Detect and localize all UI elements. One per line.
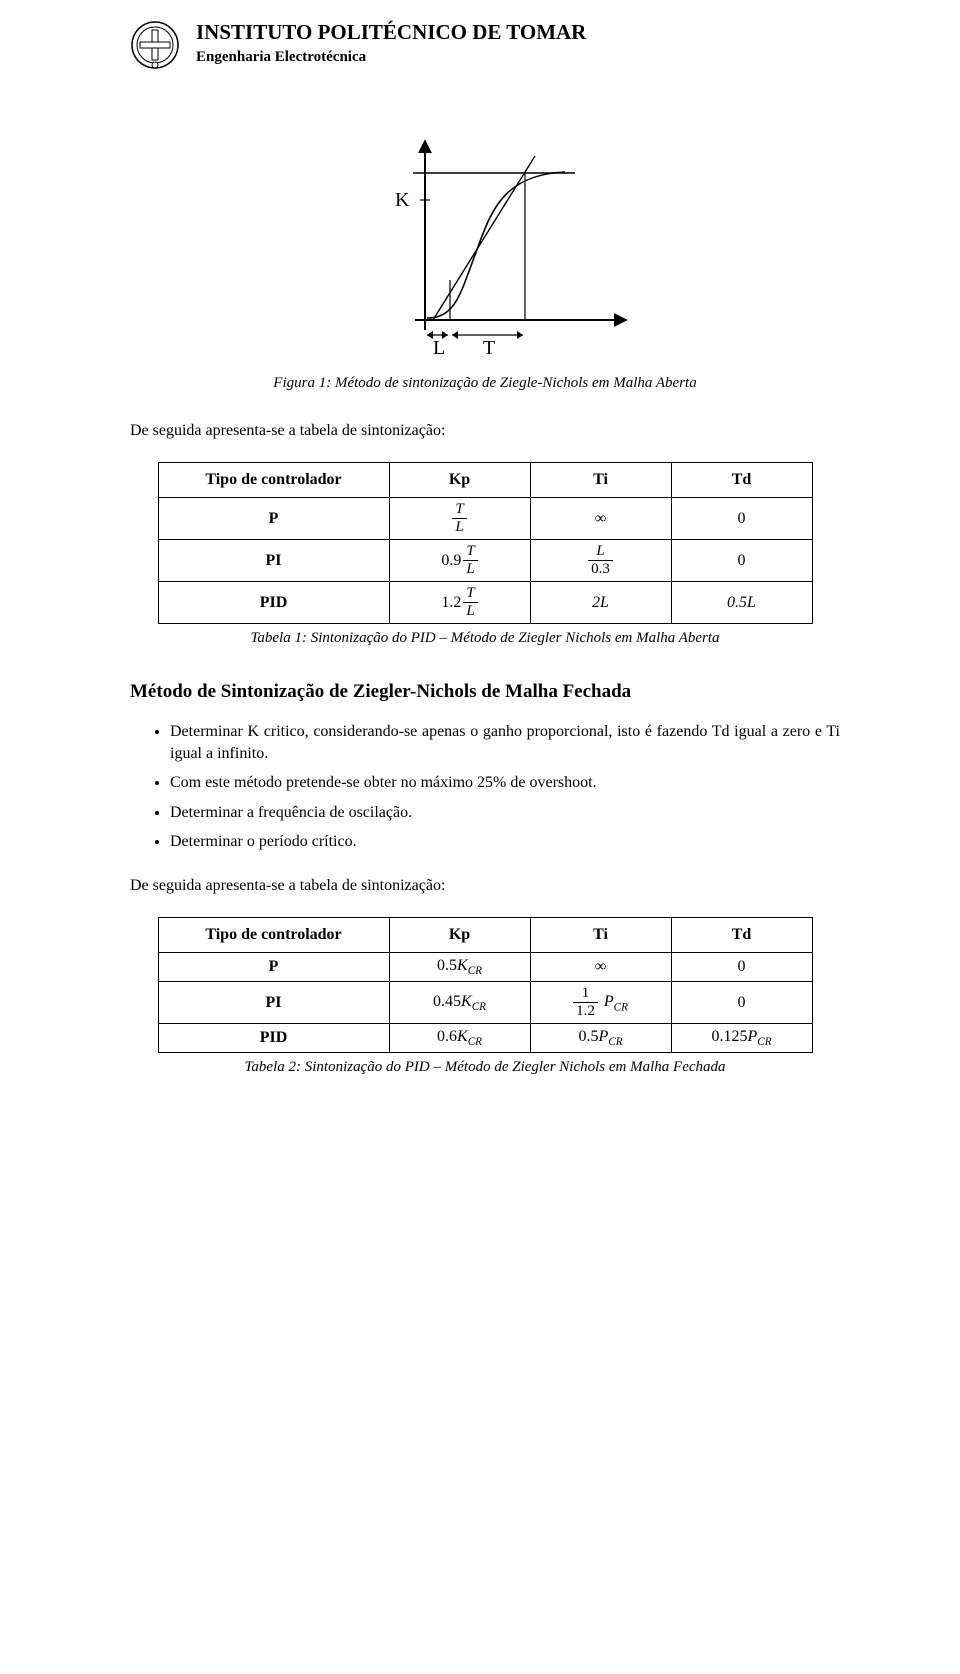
k-axis-label: K [395, 189, 410, 211]
svg-text:L: L [433, 337, 445, 359]
t1-pi-td: 0 [671, 540, 812, 582]
t1-p-kp: TL [389, 498, 530, 540]
t2-h-ti: Ti [530, 917, 671, 952]
svg-text:T: T [483, 337, 495, 359]
table-row: P TL ∞ 0 [158, 498, 812, 540]
t1-h-type: Tipo de controlador [158, 463, 389, 498]
t1-pi-type: PI [158, 540, 389, 582]
table-row: PID 1.2TL 2L 0.5L [158, 582, 812, 624]
t2-h-kp: Kp [389, 917, 530, 952]
table-1: Tipo de controlador Kp Ti Td P TL ∞ 0 PI… [158, 462, 813, 624]
section-2-title: Método de Sintonização de Ziegler-Nichol… [130, 681, 840, 703]
intro-line-2: De seguida apresenta-se a tabela de sint… [130, 877, 840, 895]
t1-pid-type: PID [158, 582, 389, 624]
table-row: PI 0.9TL L0.3 0 [158, 540, 812, 582]
intro-line-1: De seguida apresenta-se a tabela de sint… [130, 422, 840, 440]
t1-p-td: 0 [671, 498, 812, 540]
list-item: Com este método pretende-se obter no máx… [170, 772, 840, 794]
t1-p-ti: ∞ [530, 498, 671, 540]
t2-pi-td: 0 [671, 982, 812, 1024]
t2-p-td: 0 [671, 952, 812, 981]
t1-p-type: P [158, 498, 389, 540]
page-header: INSTITUTO POLITÉCNICO DE TOMAR Engenhari… [130, 20, 840, 70]
figure-1-caption: Figura 1: Método de sintonização de Zieg… [130, 375, 840, 392]
t2-pi-type: PI [158, 982, 389, 1024]
table-2-caption: Tabela 2: Sintonização do PID – Método d… [130, 1059, 840, 1076]
t2-pi-ti: 11.2 PCR [530, 982, 671, 1024]
table-row: PI 0.45KCR 11.2 PCR 0 [158, 982, 812, 1024]
table-1-caption: Tabela 1: Sintonização do PID – Método d… [130, 630, 840, 647]
t2-p-type: P [158, 952, 389, 981]
table-row: PID 0.6KCR 0.5PCR 0.125PCR [158, 1024, 812, 1053]
t1-pid-ti: 2L [530, 582, 671, 624]
t1-h-ti: Ti [530, 463, 671, 498]
t2-pid-kp: 0.6KCR [389, 1024, 530, 1053]
table-2: Tipo de controlador Kp Ti Td P 0.5KCR ∞ … [158, 917, 813, 1053]
list-item: Determinar a frequência de oscilação. [170, 802, 840, 824]
t2-pid-td: 0.125PCR [671, 1024, 812, 1053]
t1-pi-ti: L0.3 [530, 540, 671, 582]
figure-1: K L T [130, 130, 840, 365]
bullet-list: Determinar K critico, considerando-se ap… [130, 721, 840, 853]
institution-logo [130, 20, 180, 70]
t2-pi-kp: 0.45KCR [389, 982, 530, 1024]
institution-name: INSTITUTO POLITÉCNICO DE TOMAR [196, 20, 586, 45]
t1-pi-kp: 0.9TL [389, 540, 530, 582]
department-name: Engenharia Electrotécnica [196, 49, 586, 66]
t2-h-td: Td [671, 917, 812, 952]
t2-pid-ti: 0.5PCR [530, 1024, 671, 1053]
t1-h-td: Td [671, 463, 812, 498]
list-item: Determinar K critico, considerando-se ap… [170, 721, 840, 764]
table-row: P 0.5KCR ∞ 0 [158, 952, 812, 981]
t2-p-kp: 0.5KCR [389, 952, 530, 981]
t1-pid-kp: 1.2TL [389, 582, 530, 624]
t2-pid-type: PID [158, 1024, 389, 1053]
t2-p-ti: ∞ [530, 952, 671, 981]
t1-h-kp: Kp [389, 463, 530, 498]
list-item: Determinar o período crítico. [170, 831, 840, 853]
t1-pid-td: 0.5L [671, 582, 812, 624]
t2-h-type: Tipo de controlador [158, 917, 389, 952]
